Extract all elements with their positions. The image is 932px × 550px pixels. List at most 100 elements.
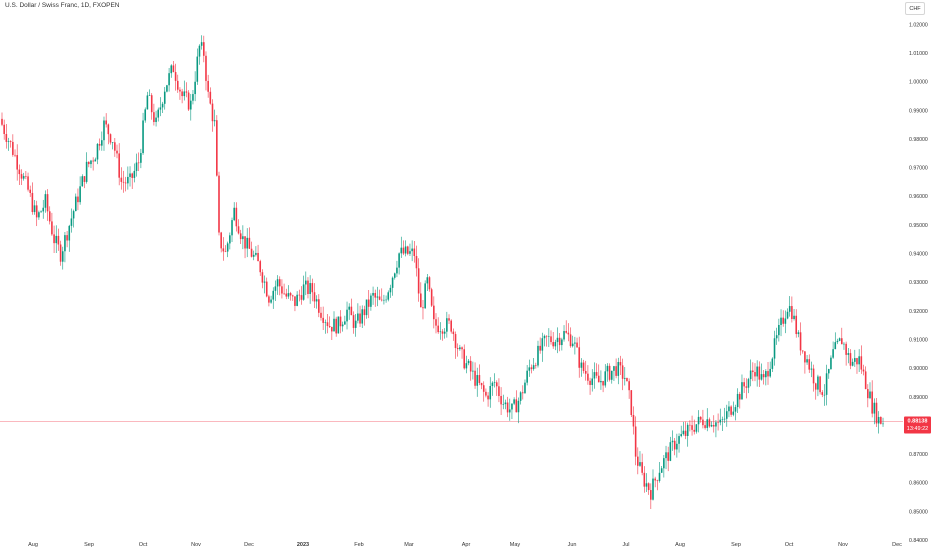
candle-body [554,342,557,347]
candle-body [647,483,650,491]
candle-body [543,335,546,339]
candle-body [328,326,331,327]
candle-body [519,392,522,401]
candle-body [793,315,795,320]
candle-body [576,342,578,348]
candle-body [25,176,27,177]
candle-body [550,336,552,343]
price-tag-price: 0.88138 [908,418,928,424]
candle-body [285,293,288,297]
candle-body [580,362,583,368]
candle-body [485,391,487,396]
candle-body [860,356,863,370]
candle-body [476,375,479,386]
x-tick-label: Oct [139,542,148,548]
candle-body [682,430,685,435]
candle-body [851,361,854,366]
candle-body [825,373,828,395]
candle-body [678,436,680,444]
candle-body [589,380,591,385]
candle-body [283,293,285,295]
candle-body [196,56,199,82]
candle-body [107,124,110,135]
candle-body [237,226,240,234]
candle-body [424,283,426,309]
candle-body [699,416,702,420]
candle-body [409,251,411,254]
candle-body [715,422,717,427]
candle-body [426,277,429,284]
candle-body [780,317,782,325]
candle-body [552,342,554,347]
candle-body [357,313,359,321]
candle-body [261,272,264,283]
candle-body [782,317,784,324]
candle-body [131,173,133,178]
candle-body [739,393,741,400]
candle-body [849,353,852,366]
candle-body [671,440,674,443]
candle-body [391,277,394,288]
candle-body [608,365,611,380]
candle-body [830,357,832,370]
candle-body [298,294,301,296]
x-tick-label: Mar [404,542,414,548]
candle-body [348,306,350,310]
candle-body [296,294,298,306]
candle-body [309,283,311,294]
candle-body [749,370,752,380]
candle-body [743,382,745,387]
x-tick-label: May [510,542,521,548]
candle-body [16,155,18,170]
candle-body [83,176,86,182]
candle-body [689,424,691,426]
candle-body [450,320,452,332]
candle-body [786,311,789,319]
candle-body [129,173,131,177]
candle-body [541,338,544,351]
candle-body [482,385,485,392]
candle-body [840,338,843,345]
candle-body [274,286,277,291]
candle-body [463,349,466,369]
candle-body [693,429,696,432]
candle-body [5,134,8,142]
candle-body [135,162,138,171]
candle-body [784,318,787,324]
candle-body [558,337,561,346]
candle-body [513,399,515,404]
candle-body [3,124,5,135]
candle-body [333,318,335,332]
candle-body [183,91,186,97]
candle-body [396,267,398,274]
candle-body [415,256,418,269]
candle-body [474,370,476,386]
candle-body [882,423,884,425]
currency-button[interactable]: CHF [905,2,925,15]
candle-body [864,371,867,390]
candle-body [452,331,455,335]
candle-body [109,134,112,143]
x-tick-label: Feb [354,542,363,548]
candle-body [428,277,431,290]
y-tick-label: 0.99000 [909,108,928,114]
candle-body [606,365,609,372]
candle-body [383,299,385,301]
candle-body [59,244,62,262]
y-tick-label: 1.02000 [909,22,928,28]
candle-body [66,235,68,241]
candle-body [370,295,372,307]
candle-body [673,440,676,450]
candle-body [706,419,709,428]
candle-body [53,234,55,244]
candle-body [723,418,726,420]
candle-body [226,243,229,252]
candle-body [736,393,739,408]
candle-body [211,103,214,122]
candle-body [843,343,845,345]
candle-body [515,399,518,413]
candle-body [539,345,541,351]
x-tick-label: Nov [191,542,201,548]
candle-body [378,296,381,300]
